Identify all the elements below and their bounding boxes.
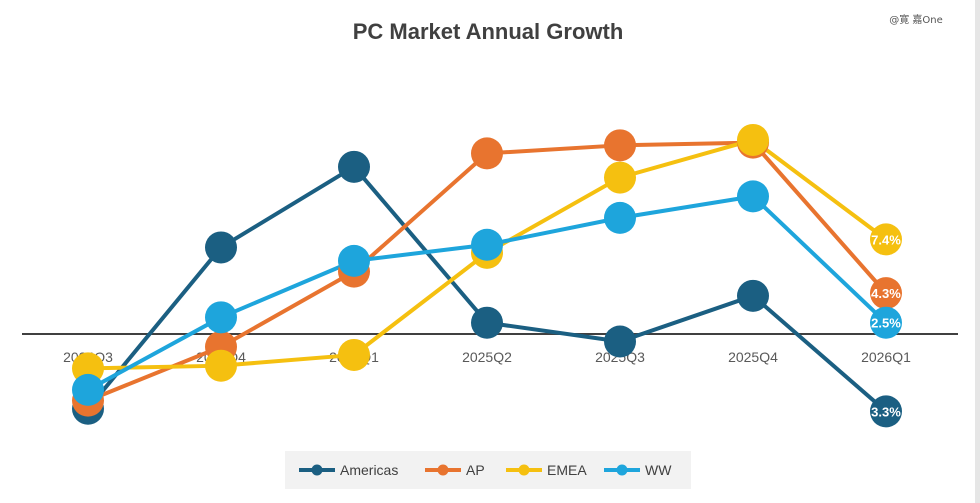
chart-title: PC Market Annual Growth bbox=[353, 19, 624, 44]
x-tick-label: 2026Q1 bbox=[861, 349, 911, 365]
data-point-ap bbox=[604, 129, 636, 162]
data-point-americas bbox=[205, 231, 237, 264]
data-point-americas bbox=[870, 395, 902, 428]
legend-label-americas: Americas bbox=[340, 462, 398, 478]
right-scrollbar-edge bbox=[975, 0, 980, 503]
data-point-ww bbox=[737, 180, 769, 213]
legend-label-emea: EMEA bbox=[547, 462, 587, 478]
data-point-ww bbox=[338, 244, 370, 277]
data-point-emea bbox=[338, 338, 370, 371]
data-point-emea bbox=[205, 349, 237, 382]
legend-swatch-marker-ww bbox=[616, 464, 628, 476]
data-label-americas: 3.3% bbox=[871, 404, 901, 419]
data-label-emea: 7.4% bbox=[871, 232, 901, 247]
data-point-ww bbox=[870, 306, 902, 339]
x-tick-label: 2025Q4 bbox=[728, 349, 778, 365]
data-point-ap bbox=[870, 277, 902, 310]
data-point-ww bbox=[604, 201, 636, 234]
data-point-ap bbox=[471, 137, 503, 170]
legend-label-ww: WW bbox=[645, 462, 672, 478]
legend-swatch-marker-emea bbox=[518, 464, 530, 476]
legend-swatch-marker-americas bbox=[311, 464, 323, 476]
data-point-ww bbox=[72, 373, 104, 406]
data-point-emea bbox=[604, 161, 636, 194]
data-point-americas bbox=[604, 325, 636, 358]
legend: Americas AP EMEA WW bbox=[299, 462, 672, 478]
legend-label-ap: AP bbox=[466, 462, 485, 478]
data-label-ww: 2.5% bbox=[871, 316, 901, 331]
data-point-americas bbox=[471, 306, 503, 339]
data-labels: 3.3% 4.3% 7.4% 2.5% bbox=[871, 232, 901, 419]
data-point-americas bbox=[737, 279, 769, 312]
x-tick-label: 2025Q2 bbox=[462, 349, 512, 365]
data-point-americas bbox=[338, 150, 370, 183]
watermark-text: @寛 嘉One bbox=[889, 13, 943, 26]
series-points bbox=[72, 123, 902, 428]
data-point-emea bbox=[870, 223, 902, 256]
data-point-ww bbox=[471, 228, 503, 261]
data-label-ap: 4.3% bbox=[871, 286, 901, 301]
data-point-ww bbox=[205, 301, 237, 334]
legend-swatch-marker-ap bbox=[437, 464, 449, 476]
data-point-emea bbox=[737, 123, 769, 156]
